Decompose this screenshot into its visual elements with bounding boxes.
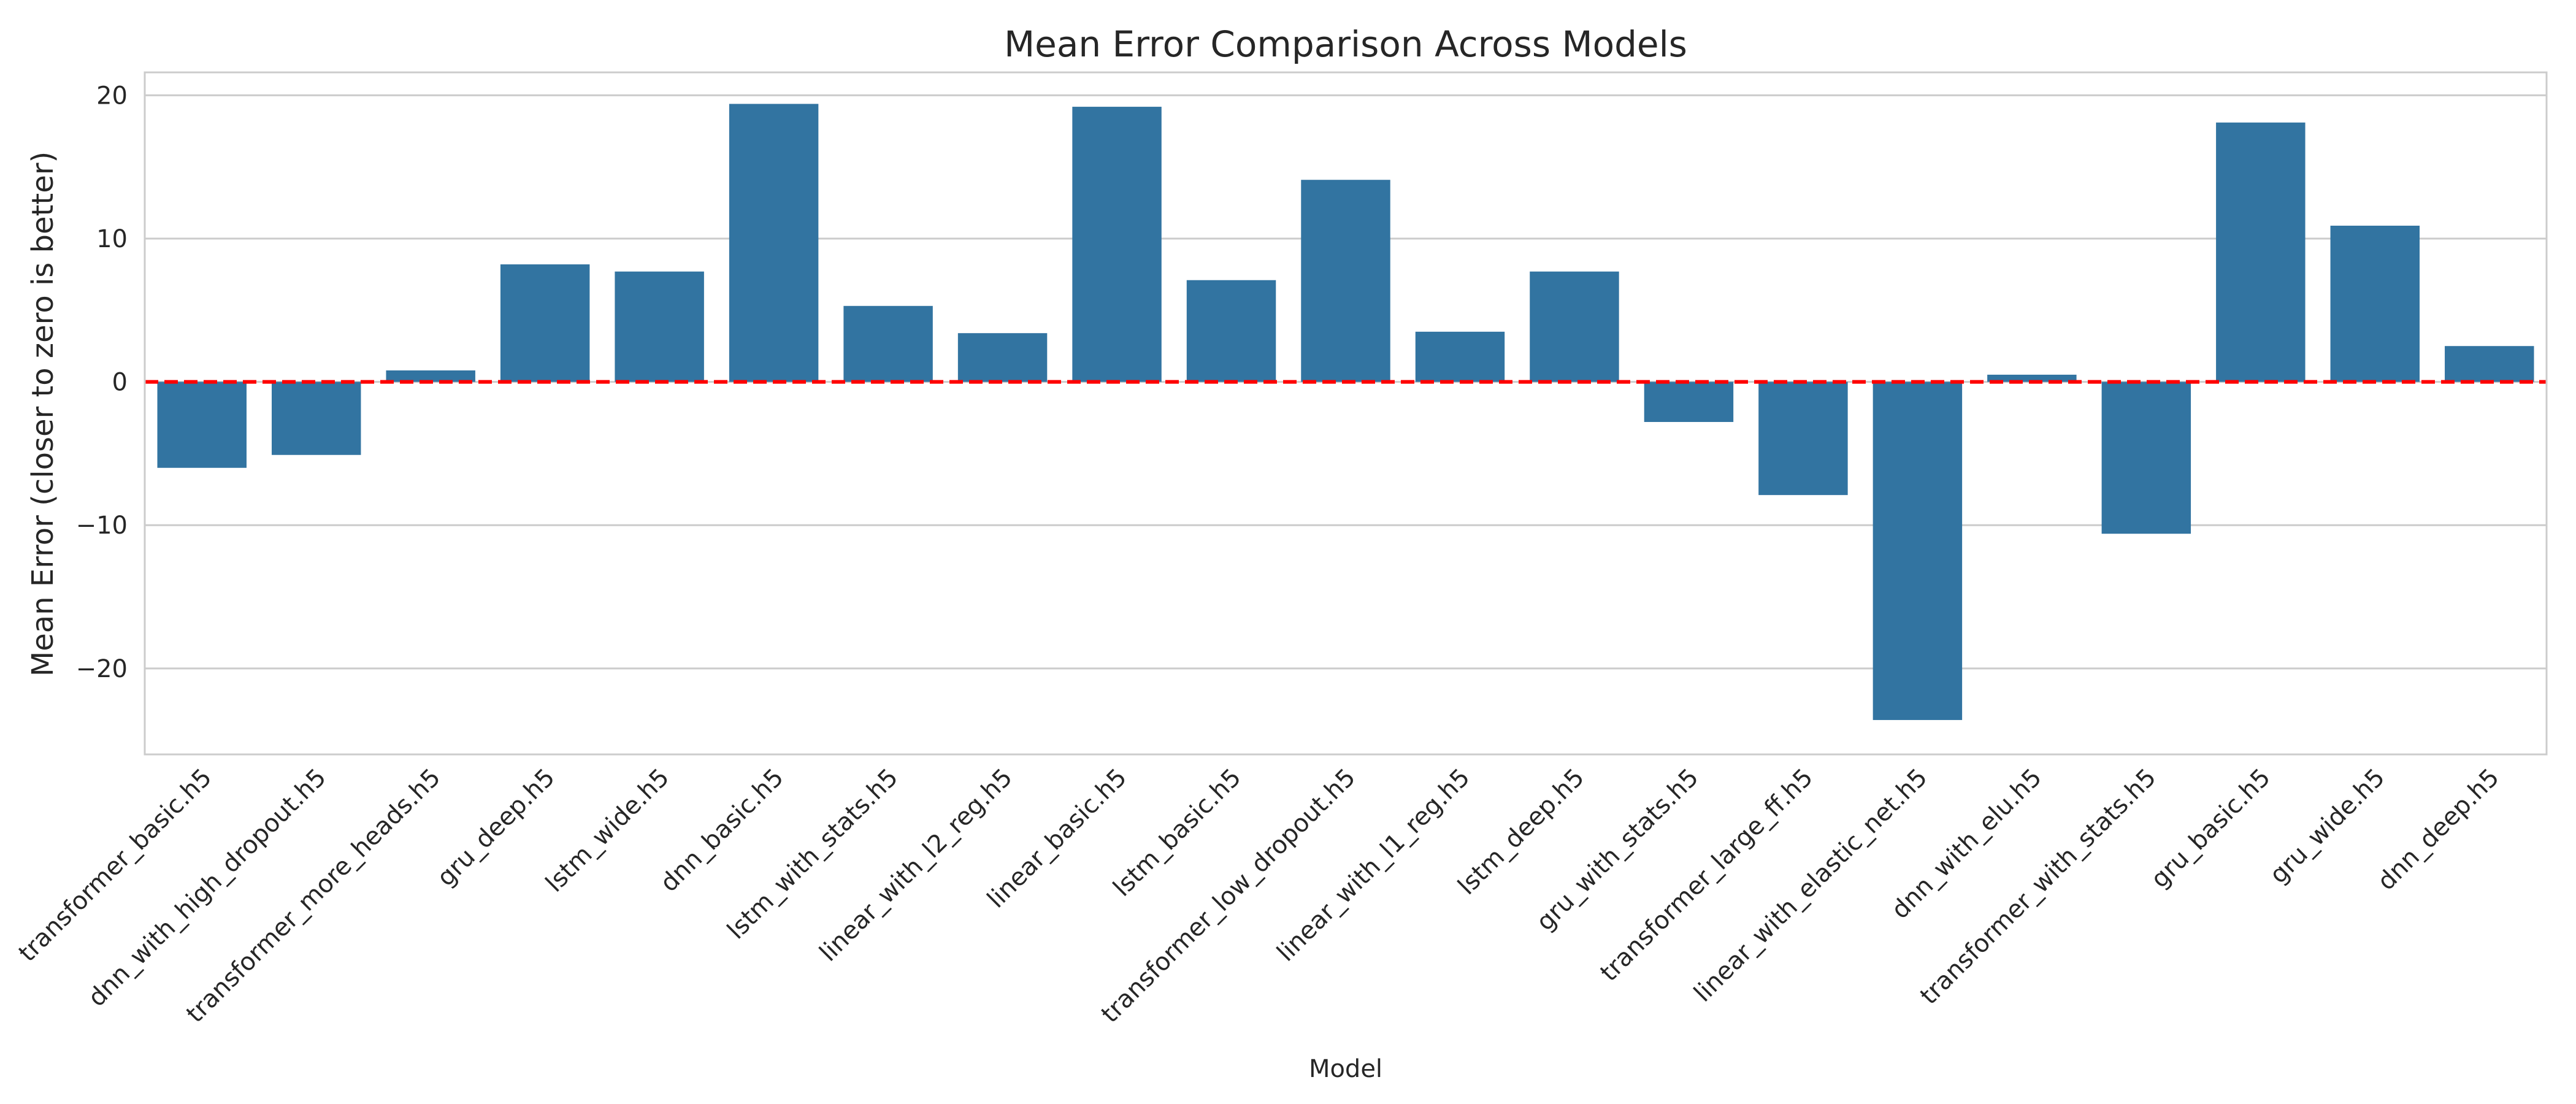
x-tick-label: gru_deep.h5 [432,764,561,892]
x-tick-label: dnn_deep.h5 [2372,764,2505,896]
x-tick-label: transformer_low_dropout.h5 [1096,764,1361,1029]
x-tick-label: transformer_large_ff.h5 [1595,764,1819,987]
x-tick-label: dnn_with_high_dropout.h5 [83,764,332,1013]
x-tick-label: linear_with_l2_reg.h5 [815,764,1018,967]
x-axis-label: Model [1309,1055,1382,1083]
y-tick-label: −10 [76,512,128,540]
bar [1186,280,1276,382]
x-tick-label: gru_wide.h5 [2264,764,2390,889]
bar [615,271,704,382]
x-tick-label: transformer_basic.h5 [13,764,218,968]
bar [2445,346,2534,382]
y-tick-label: 10 [96,225,128,253]
x-tick-label: transformer_with_stats.h5 [1915,764,2161,1010]
bar [1644,381,1734,423]
bar [957,333,1048,382]
bar [1301,180,1390,382]
bar [729,104,819,382]
bars [157,104,2534,720]
bar [1415,331,1505,382]
bar [1873,381,1963,720]
x-tick-label: linear_with_elastic_net.h5 [1689,764,1933,1008]
y-tick-label: 0 [112,369,128,397]
bar [1072,107,1162,382]
bar [500,264,590,382]
x-tick-label: transformer_more_heads.h5 [181,764,446,1029]
bar [1530,271,1619,382]
x-tick-label: gru_basic.h5 [2145,764,2276,894]
bar [2216,122,2306,382]
bar [2101,381,2191,534]
y-axis-label: Mean Error (closer to zero is better) [26,151,60,677]
bar [386,370,475,382]
x-tick-label: linear_with_l1_reg.h5 [1271,764,1475,967]
bar [1987,374,2077,382]
x-axis-ticks: transformer_basic.h5dnn_with_high_dropou… [13,764,2505,1029]
bar [2330,225,2420,382]
bar [271,381,361,455]
plot-frame [144,71,2548,756]
chart-title: Mean Error Comparison Across Models [1004,23,1687,65]
y-axis-ticks: −20 −10 0 10 20 [76,82,128,683]
bar [1758,381,1848,496]
y-tick-label: −20 [76,655,128,683]
bar [843,305,933,382]
bar [157,381,247,468]
y-tick-label: 20 [96,82,128,110]
